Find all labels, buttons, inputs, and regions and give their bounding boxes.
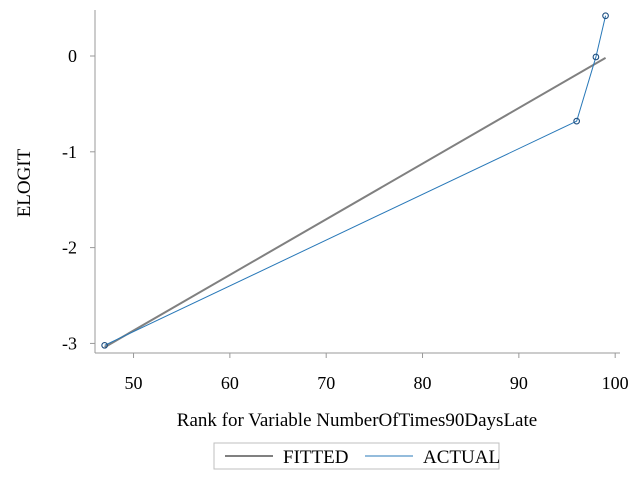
legend-label-actual: ACTUAL [423,447,500,468]
y-tick-label: 0 [68,46,77,66]
data-point-actual [573,117,581,125]
y-tick-label: -1 [62,142,77,162]
data-point-actual [101,341,108,349]
x-tick-label: 90 [510,373,528,393]
series-line-fitted [104,57,607,349]
x-tick-label: 100 [602,373,629,393]
x-axis-title: Rank for Variable NumberOfTimes90DaysLat… [177,410,537,431]
series-line-actual [104,15,607,346]
data-point-actual [602,12,609,20]
x-tick-label: 50 [125,373,143,393]
legend-label-fitted: FITTED [283,447,348,468]
x-tick-label: 60 [221,373,239,393]
x-tick-label: 80 [414,373,432,393]
y-tick-label: -3 [62,333,77,353]
data-point-actual [592,53,600,61]
legend: FITTED ACTUAL [213,442,500,470]
x-tick-label: 70 [317,373,335,393]
y-axis-title: ELOGIT [14,148,35,217]
series-layer [101,12,609,349]
y-tick-label: -2 [62,238,77,258]
axes: 50 60 70 80 90 100 0 -1 -2 -3 [62,10,629,393]
